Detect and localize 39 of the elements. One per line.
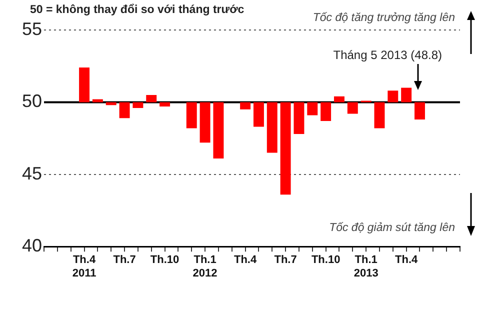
x-tick-label: Th.4 (234, 254, 258, 266)
annotation: Tháng 5 2013 (48.8) (333, 48, 442, 62)
y-tick-label: 55 (22, 18, 42, 39)
bar (200, 102, 210, 143)
y-tick-label: 50 (22, 91, 42, 112)
bar (119, 102, 130, 118)
x-tick-label: Th.7 (113, 254, 136, 266)
y-tick-label: 40 (22, 236, 42, 256)
bar (213, 102, 224, 159)
bar (160, 102, 170, 107)
bar (146, 94, 157, 102)
bar (320, 102, 332, 121)
bar (294, 102, 304, 134)
bar (186, 102, 197, 128)
y-tick-label: 45 (22, 163, 42, 184)
bar (347, 102, 358, 114)
chart-title: 50 = không thay đổi so với tháng trước (30, 4, 244, 16)
text: Tốc độ tăng trưởng tăng lên (312, 12, 455, 24)
x-tick-label: Th.4 2011 (72, 254, 96, 280)
bar (374, 102, 385, 128)
x-tick-label: Th.7 (274, 254, 297, 266)
x-tick-label: Th.10 (311, 254, 340, 266)
x-tick-label: Th.1 2012 (192, 254, 218, 280)
x-tick-label: Th.4 (395, 254, 419, 266)
bar (280, 102, 291, 195)
bar (388, 90, 398, 102)
bar (106, 102, 116, 106)
annotation: Tốc độ giảm sút tăng lên (329, 222, 455, 234)
bar (240, 102, 251, 110)
bar (132, 102, 144, 108)
x-tick-label: Th.10 (150, 254, 180, 266)
bar (266, 102, 278, 153)
bar (79, 68, 90, 102)
bar (253, 102, 264, 127)
x-tick-label: Th.1 2013 (354, 254, 378, 280)
bar (334, 96, 344, 102)
bar (307, 102, 318, 116)
bar (401, 88, 412, 102)
bar (414, 102, 425, 120)
